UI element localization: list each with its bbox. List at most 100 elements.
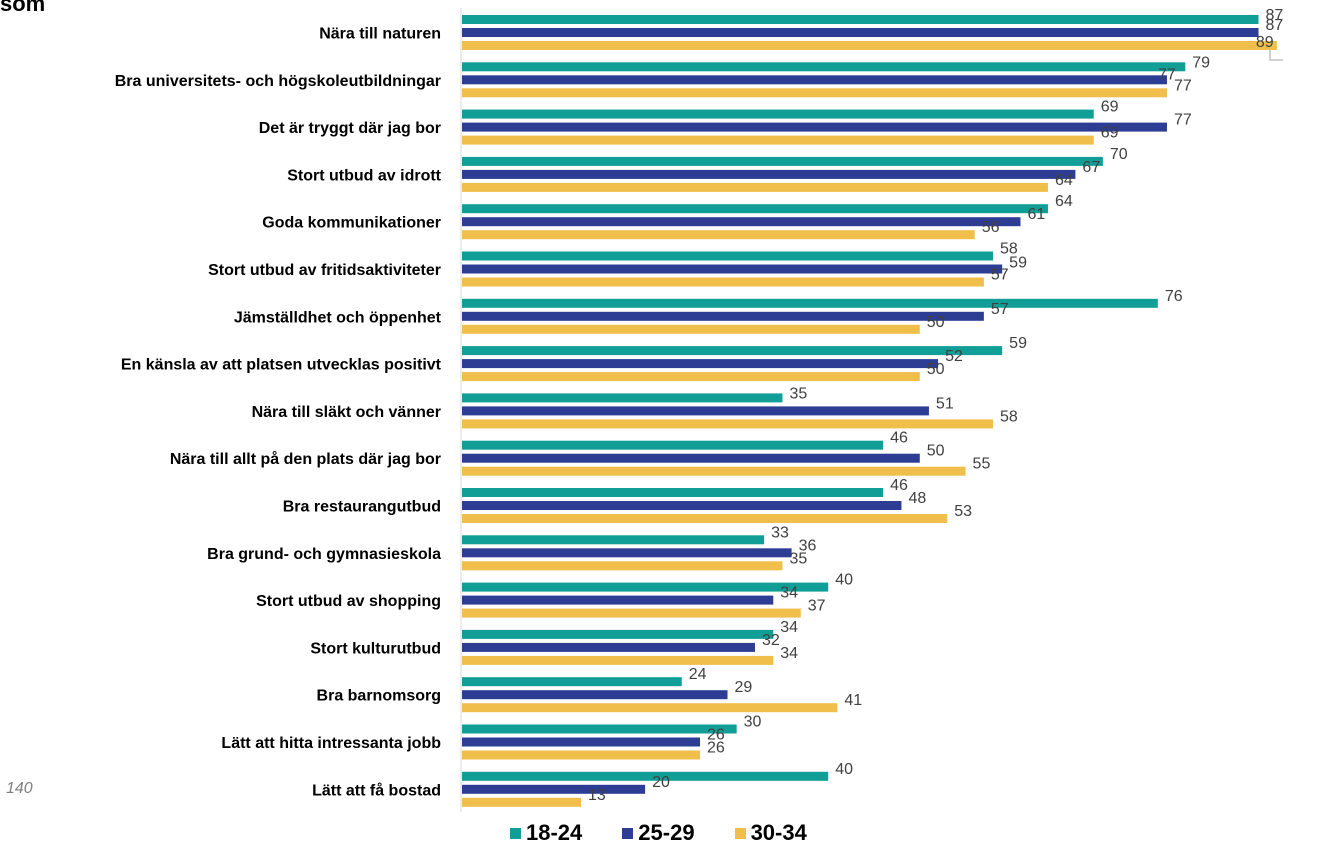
bar-25-29: [462, 359, 939, 369]
data-label-18-24: 46: [890, 477, 908, 494]
data-label-18-24: 24: [689, 666, 707, 683]
data-label-30-34: 53: [954, 503, 972, 520]
category-label: Nära till släkt och vänner: [252, 404, 441, 421]
data-label-30-34: 26: [707, 740, 725, 757]
bar-18-24: [462, 156, 1103, 166]
category-label: Lätt att få bostad: [312, 781, 441, 799]
bar-18-24: [462, 724, 737, 734]
category-label: Nära till naturen: [319, 26, 441, 43]
data-label-25-29: 59: [1009, 255, 1027, 272]
data-label-25-29: 57: [991, 301, 1009, 318]
data-label-18-24: 76: [1165, 288, 1183, 305]
category-label: Goda kommunikationer: [262, 215, 441, 232]
bar-18-24: [462, 771, 829, 781]
page-number: 140: [6, 780, 33, 797]
data-label-18-24: 69: [1101, 99, 1119, 116]
bar-25-29: [462, 501, 902, 510]
category-label: Nära till allt på den plats där jag bor: [170, 450, 441, 468]
bar-30-34: [462, 655, 774, 665]
data-label-30-34: 34: [780, 645, 798, 662]
bar-25-29: [462, 642, 755, 652]
data-label-18-24: 64: [1055, 193, 1073, 210]
data-label-30-34: 69: [1101, 125, 1119, 142]
bar-30-34: [462, 230, 975, 240]
bar-30-34: [462, 797, 582, 807]
legend-label: 25-29: [638, 820, 695, 845]
leader-line: [1269, 48, 1283, 61]
data-label-18-24: 59: [1009, 335, 1027, 352]
bar-30-34: [462, 703, 838, 713]
bar-25-29: [462, 595, 774, 605]
bar-30-34: [462, 419, 994, 429]
bar-18-24: [462, 677, 682, 687]
data-label-25-29: 32: [762, 632, 780, 649]
bar-25-29: [462, 169, 1076, 179]
legend: 18-24 25-29 30-34: [510, 820, 847, 846]
data-label-25-29: 20: [652, 774, 670, 791]
bar-30-34: [462, 88, 1167, 98]
data-label-30-34: 50: [927, 361, 945, 378]
category-label: Bra universitets- och högskoleutbildning…: [115, 73, 441, 90]
data-label-18-24: 33: [771, 524, 789, 541]
data-label-18-24: 40: [835, 572, 853, 589]
bar-18-24: [462, 298, 1158, 308]
bar-25-29: [462, 122, 1167, 132]
chart-title-partial: som: [0, 0, 46, 16]
bar-25-29: [462, 28, 1259, 37]
data-label-30-34: 77: [1174, 77, 1192, 94]
data-label-25-29: 29: [735, 679, 753, 696]
bar-18-24: [462, 251, 994, 261]
legend-swatch: [622, 827, 634, 839]
bar-30-34: [462, 41, 1277, 50]
bar-25-29: [462, 784, 646, 794]
data-label-18-24: 46: [890, 430, 908, 447]
category-label: Bra restaurangutbud: [283, 499, 441, 516]
bar-18-24: [462, 393, 783, 403]
bar-18-24: [462, 440, 884, 450]
legend-swatch: [734, 827, 746, 839]
bar-25-29: [462, 264, 1003, 274]
data-label-25-29: 61: [1027, 206, 1045, 223]
data-label-25-29: 52: [945, 348, 963, 365]
legend-item-30-34: 30-34: [734, 820, 807, 846]
bar-30-34: [462, 608, 801, 618]
bar-18-24: [462, 488, 884, 497]
legend-item-25-29: 25-29: [622, 820, 695, 846]
bar-18-24: [462, 629, 774, 639]
bar-25-29: [462, 406, 929, 416]
data-label-30-34: 89: [1256, 34, 1274, 51]
legend-swatch: [510, 827, 521, 839]
category-label: Stort utbud av idrott: [287, 167, 441, 184]
data-label-18-24: 87: [1266, 7, 1284, 24]
data-label-25-29: 77: [1174, 112, 1192, 129]
data-label-25-29: 77: [1158, 66, 1176, 83]
legend-label: 18-24: [526, 820, 583, 845]
bar-18-24: [462, 346, 1003, 356]
bar-25-29: [462, 217, 1021, 227]
bar-30-34: [462, 750, 701, 760]
bar-25-29: [462, 311, 984, 321]
data-label-30-34: 57: [991, 267, 1009, 284]
data-label-25-29: 26: [707, 727, 725, 744]
category-label: Lätt att hitta intressanta jobb: [221, 735, 441, 752]
bar-30-34: [462, 466, 966, 476]
bar-18-24: [462, 535, 765, 545]
category-label: Stort utbud av shopping: [256, 593, 441, 610]
category-label: Stort kulturutbud: [310, 640, 441, 657]
category-label: Jämställdhet och öppenhet: [234, 309, 442, 326]
data-label-30-34: 50: [927, 314, 945, 331]
data-label-25-29: 67: [1082, 159, 1100, 176]
data-label-18-24: 70: [1110, 146, 1128, 163]
bar-25-29: [462, 75, 1167, 85]
bar-25-29: [462, 737, 701, 747]
category-label: Det är tryggt där jag bor: [259, 120, 441, 137]
category-label: Bra grund- och gymnasieskola: [207, 546, 441, 563]
category-label: Bra barnomsorg: [317, 688, 441, 705]
bar-25-29: [462, 453, 920, 463]
data-label-30-34: 13: [588, 787, 606, 804]
data-label-25-29: 50: [927, 443, 945, 460]
data-label-18-24: 34: [780, 619, 798, 636]
bar-chart: Nära till naturen Bra universitets- och h…: [115, 7, 1284, 812]
data-label-18-24: 58: [1000, 241, 1018, 258]
data-label-30-34: 37: [808, 598, 826, 615]
